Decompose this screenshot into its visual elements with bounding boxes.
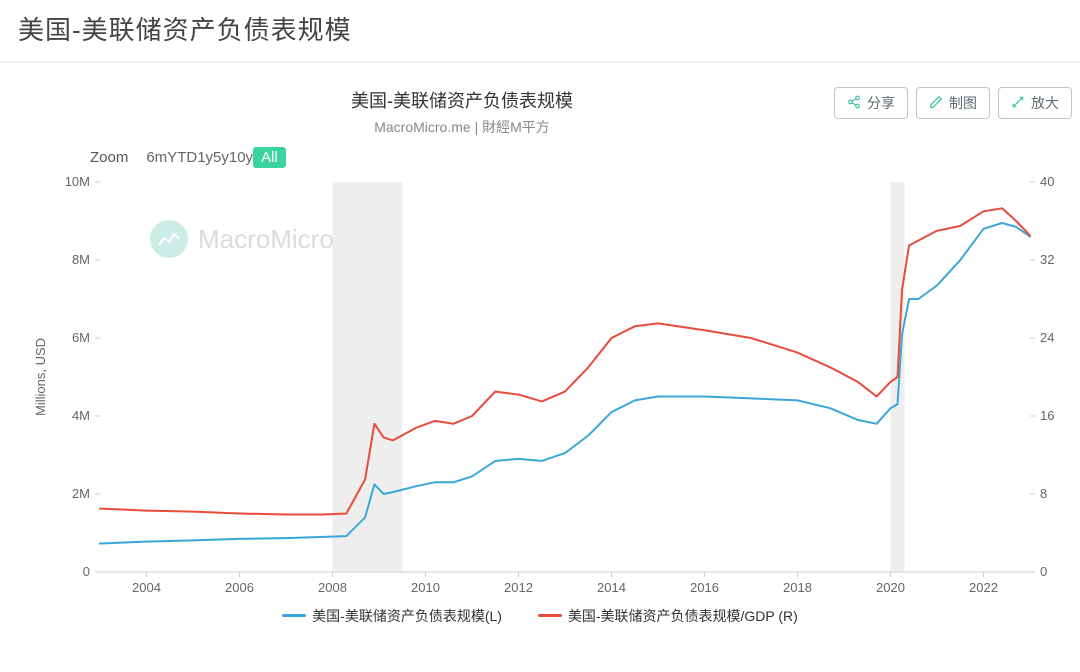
svg-text:2018: 2018: [783, 580, 812, 595]
zoom-opt-all[interactable]: All: [253, 147, 286, 168]
action-buttons: 分享 制图 放大: [834, 87, 1072, 119]
svg-text:6M: 6M: [72, 330, 90, 345]
zoom-opt-5y[interactable]: 5y: [213, 149, 229, 166]
legend-label-right: 美国-美联储资产负债表规模/GDP (R): [568, 606, 798, 626]
zoom-opt-ytd[interactable]: YTD: [167, 149, 197, 166]
svg-text:16: 16: [1040, 408, 1054, 423]
svg-text:0: 0: [83, 564, 90, 579]
svg-text:8M: 8M: [72, 252, 90, 267]
chart-area: MacroMicro 02M4M6M8M10M08162432402004200…: [10, 172, 1070, 602]
share-label: 分享: [867, 93, 895, 113]
svg-text:2012: 2012: [504, 580, 533, 595]
legend-swatch-left: [282, 614, 306, 617]
svg-text:4M: 4M: [72, 408, 90, 423]
pencil-icon: [929, 95, 943, 112]
svg-text:2008: 2008: [318, 580, 347, 595]
svg-text:2006: 2006: [225, 580, 254, 595]
page-title: 美国-美联储资产负债表规模: [18, 10, 1062, 47]
toolbar-row: 美国-美联储资产负债表规模 MacroMicro.me | 財經M平方 分享 制…: [0, 63, 1080, 137]
share-icon: [847, 95, 861, 112]
svg-text:8: 8: [1040, 486, 1047, 501]
zoom-button[interactable]: 放大: [998, 87, 1072, 119]
zoom-opt-1y[interactable]: 1y: [197, 149, 213, 166]
chart-title: 美国-美联储资产负债表规模: [90, 87, 834, 113]
svg-text:2004: 2004: [132, 580, 161, 595]
svg-text:2010: 2010: [411, 580, 440, 595]
expand-icon: [1011, 95, 1025, 112]
legend-item-right[interactable]: 美国-美联储资产负债表规模/GDP (R): [538, 606, 798, 626]
zoom-opt-6m[interactable]: 6m: [146, 149, 167, 166]
chart-svg: 0 2M 4M 6M 8M 10M 0 8 16 24 32 40 2004 2006 2008 2010 20…: [10, 172, 1070, 602]
header-bar: 美国-美联储资产负债表规模: [0, 0, 1080, 63]
svg-text:Millions, USD: Millions, USD: [33, 338, 48, 416]
svg-text:2020: 2020: [876, 580, 905, 595]
draw-button[interactable]: 制图: [916, 87, 990, 119]
svg-text:2M: 2M: [72, 486, 90, 501]
zoom-label: 放大: [1031, 93, 1059, 113]
svg-text:32: 32: [1040, 252, 1054, 267]
legend: 美国-美联储资产负债表规模(L) 美国-美联储资产负债表规模/GDP (R): [0, 602, 1080, 626]
svg-text:0: 0: [1040, 564, 1047, 579]
legend-item-left[interactable]: 美国-美联储资产负债表规模(L): [282, 606, 502, 626]
svg-text:2016: 2016: [690, 580, 719, 595]
draw-label: 制图: [949, 93, 977, 113]
legend-label-left: 美国-美联储资产负债表规模(L): [312, 606, 502, 626]
svg-text:10M: 10M: [65, 174, 90, 189]
chart-header: 美国-美联储资产负债表规模 MacroMicro.me | 財經M平方: [90, 87, 834, 137]
svg-text:2022: 2022: [969, 580, 998, 595]
svg-text:40: 40: [1040, 174, 1054, 189]
zoom-controls: Zoom 6mYTD1y5y10yAll: [0, 137, 1080, 172]
chart-subtitle: MacroMicro.me | 財經M平方: [90, 117, 834, 137]
svg-text:2014: 2014: [597, 580, 626, 595]
zoom-label: Zoom: [90, 149, 128, 166]
svg-text:24: 24: [1040, 330, 1054, 345]
share-button[interactable]: 分享: [834, 87, 908, 119]
zoom-opt-10y[interactable]: 10y: [229, 149, 253, 166]
legend-swatch-right: [538, 614, 562, 617]
